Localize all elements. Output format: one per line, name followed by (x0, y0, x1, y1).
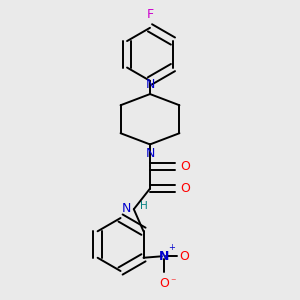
Text: N: N (159, 250, 169, 263)
Text: O: O (179, 250, 189, 263)
Text: F: F (146, 8, 154, 21)
Text: +: + (168, 243, 175, 252)
Text: ⁻: ⁻ (171, 277, 176, 287)
Text: O: O (159, 277, 169, 290)
Text: O: O (180, 160, 190, 173)
Text: H: H (140, 201, 148, 211)
Text: N: N (122, 202, 131, 214)
Text: N: N (145, 78, 155, 91)
Text: O: O (180, 182, 190, 195)
Text: N: N (145, 147, 155, 160)
